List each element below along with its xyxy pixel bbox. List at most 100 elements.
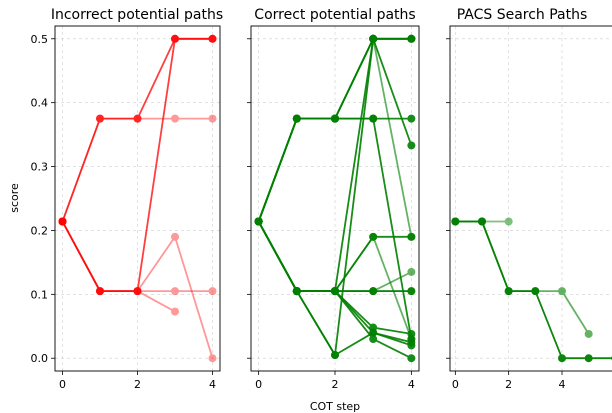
series-group bbox=[58, 34, 217, 363]
panel-title: Correct potential paths bbox=[254, 7, 415, 23]
data-point bbox=[407, 267, 416, 276]
series-line bbox=[455, 220, 590, 335]
x-tick-label: 4 bbox=[408, 378, 415, 391]
y-tick-label: 0.1 bbox=[31, 288, 49, 301]
data-point bbox=[407, 335, 416, 344]
data-point bbox=[478, 217, 486, 226]
y-axis-label: score bbox=[8, 183, 21, 213]
data-point bbox=[171, 307, 179, 316]
x-tick-label: 2 bbox=[332, 378, 339, 391]
data-point bbox=[96, 114, 104, 123]
data-point bbox=[407, 141, 416, 150]
data-point bbox=[208, 34, 217, 43]
series-path bbox=[58, 114, 217, 226]
series-line bbox=[61, 221, 214, 359]
data-point bbox=[558, 287, 566, 296]
data-point bbox=[407, 354, 416, 363]
panel-pacs-search-paths: PACS Search Paths 0246 bbox=[446, 7, 612, 391]
data-point bbox=[369, 34, 378, 43]
data-point bbox=[584, 329, 593, 338]
data-point bbox=[96, 287, 104, 296]
x-tick-label: 2 bbox=[505, 378, 512, 391]
data-point bbox=[133, 114, 142, 123]
data-point bbox=[407, 114, 416, 123]
data-point bbox=[208, 287, 217, 296]
data-point bbox=[254, 217, 263, 226]
x-tick-label: 4 bbox=[209, 378, 216, 391]
data-point bbox=[531, 287, 540, 296]
data-point bbox=[133, 287, 142, 296]
axes-frame bbox=[449, 25, 612, 372]
series-path bbox=[254, 217, 416, 296]
panel-title: Incorrect potential paths bbox=[51, 7, 223, 23]
y-tick-label: 0.3 bbox=[31, 161, 49, 174]
data-point bbox=[331, 287, 339, 296]
ticks: 0 2 4 bbox=[247, 38, 415, 391]
x-axis-label: COT step bbox=[310, 400, 360, 413]
y-tick-label: 0.4 bbox=[31, 97, 49, 110]
series-path bbox=[254, 34, 416, 241]
data-point bbox=[584, 354, 593, 363]
data-point bbox=[133, 287, 142, 296]
series-group bbox=[254, 34, 416, 363]
data-point bbox=[558, 354, 566, 363]
data-point bbox=[208, 354, 217, 363]
series-path bbox=[254, 217, 416, 338]
y-tick-label: 0.2 bbox=[31, 224, 49, 237]
data-point bbox=[133, 287, 142, 296]
data-point bbox=[369, 114, 378, 123]
data-point bbox=[369, 328, 378, 337]
data-point bbox=[504, 287, 513, 296]
series-line bbox=[257, 117, 413, 340]
data-point bbox=[292, 287, 301, 296]
series-line bbox=[61, 221, 176, 313]
data-point bbox=[292, 114, 301, 123]
data-point bbox=[407, 34, 416, 43]
panel-incorrect-paths: Incorrect potential paths 0.0 0.1 0.2 0.3 0.… bbox=[31, 7, 224, 391]
series-path bbox=[58, 34, 217, 296]
data-point bbox=[369, 287, 378, 296]
series-line bbox=[61, 117, 213, 222]
data-point bbox=[171, 287, 179, 296]
series-path bbox=[58, 217, 217, 363]
data-point bbox=[504, 217, 513, 226]
data-point bbox=[171, 34, 179, 43]
ticks: 0246 bbox=[446, 38, 612, 391]
data-point bbox=[407, 341, 416, 350]
data-point bbox=[407, 287, 416, 296]
gridlines bbox=[450, 26, 612, 371]
series-path bbox=[451, 217, 593, 338]
ticks: 0.0 0.1 0.2 0.3 0.4 0.5 0 2 4 bbox=[31, 33, 217, 391]
data-point bbox=[96, 287, 104, 296]
data-point bbox=[331, 351, 339, 360]
axes-frame bbox=[250, 25, 420, 372]
gridlines bbox=[55, 26, 220, 371]
gridlines bbox=[251, 26, 419, 371]
data-point bbox=[58, 217, 67, 226]
series-group bbox=[451, 217, 612, 363]
data-point bbox=[96, 287, 104, 296]
x-tick-label: 0 bbox=[255, 378, 262, 391]
data-point bbox=[133, 114, 142, 123]
data-point bbox=[96, 287, 104, 296]
data-point bbox=[208, 114, 217, 123]
data-point bbox=[133, 287, 142, 296]
x-tick-label: 4 bbox=[559, 378, 566, 391]
data-point bbox=[58, 217, 67, 226]
x-tick-label: 0 bbox=[59, 378, 66, 391]
data-point bbox=[407, 232, 416, 241]
data-point bbox=[58, 217, 67, 226]
series-line bbox=[257, 221, 412, 344]
y-tick-label: 0.0 bbox=[31, 352, 49, 365]
data-point bbox=[171, 114, 179, 123]
axes-frame bbox=[54, 25, 221, 372]
data-point bbox=[58, 217, 67, 226]
panel-title: PACS Search Paths bbox=[457, 7, 588, 23]
y-tick-label: 0.5 bbox=[31, 33, 49, 46]
series-path bbox=[58, 217, 217, 296]
data-point bbox=[331, 114, 339, 123]
data-point bbox=[58, 217, 67, 226]
data-point bbox=[369, 335, 378, 344]
panel-correct-paths: Correct potential paths 0 2 4 bbox=[247, 7, 420, 391]
